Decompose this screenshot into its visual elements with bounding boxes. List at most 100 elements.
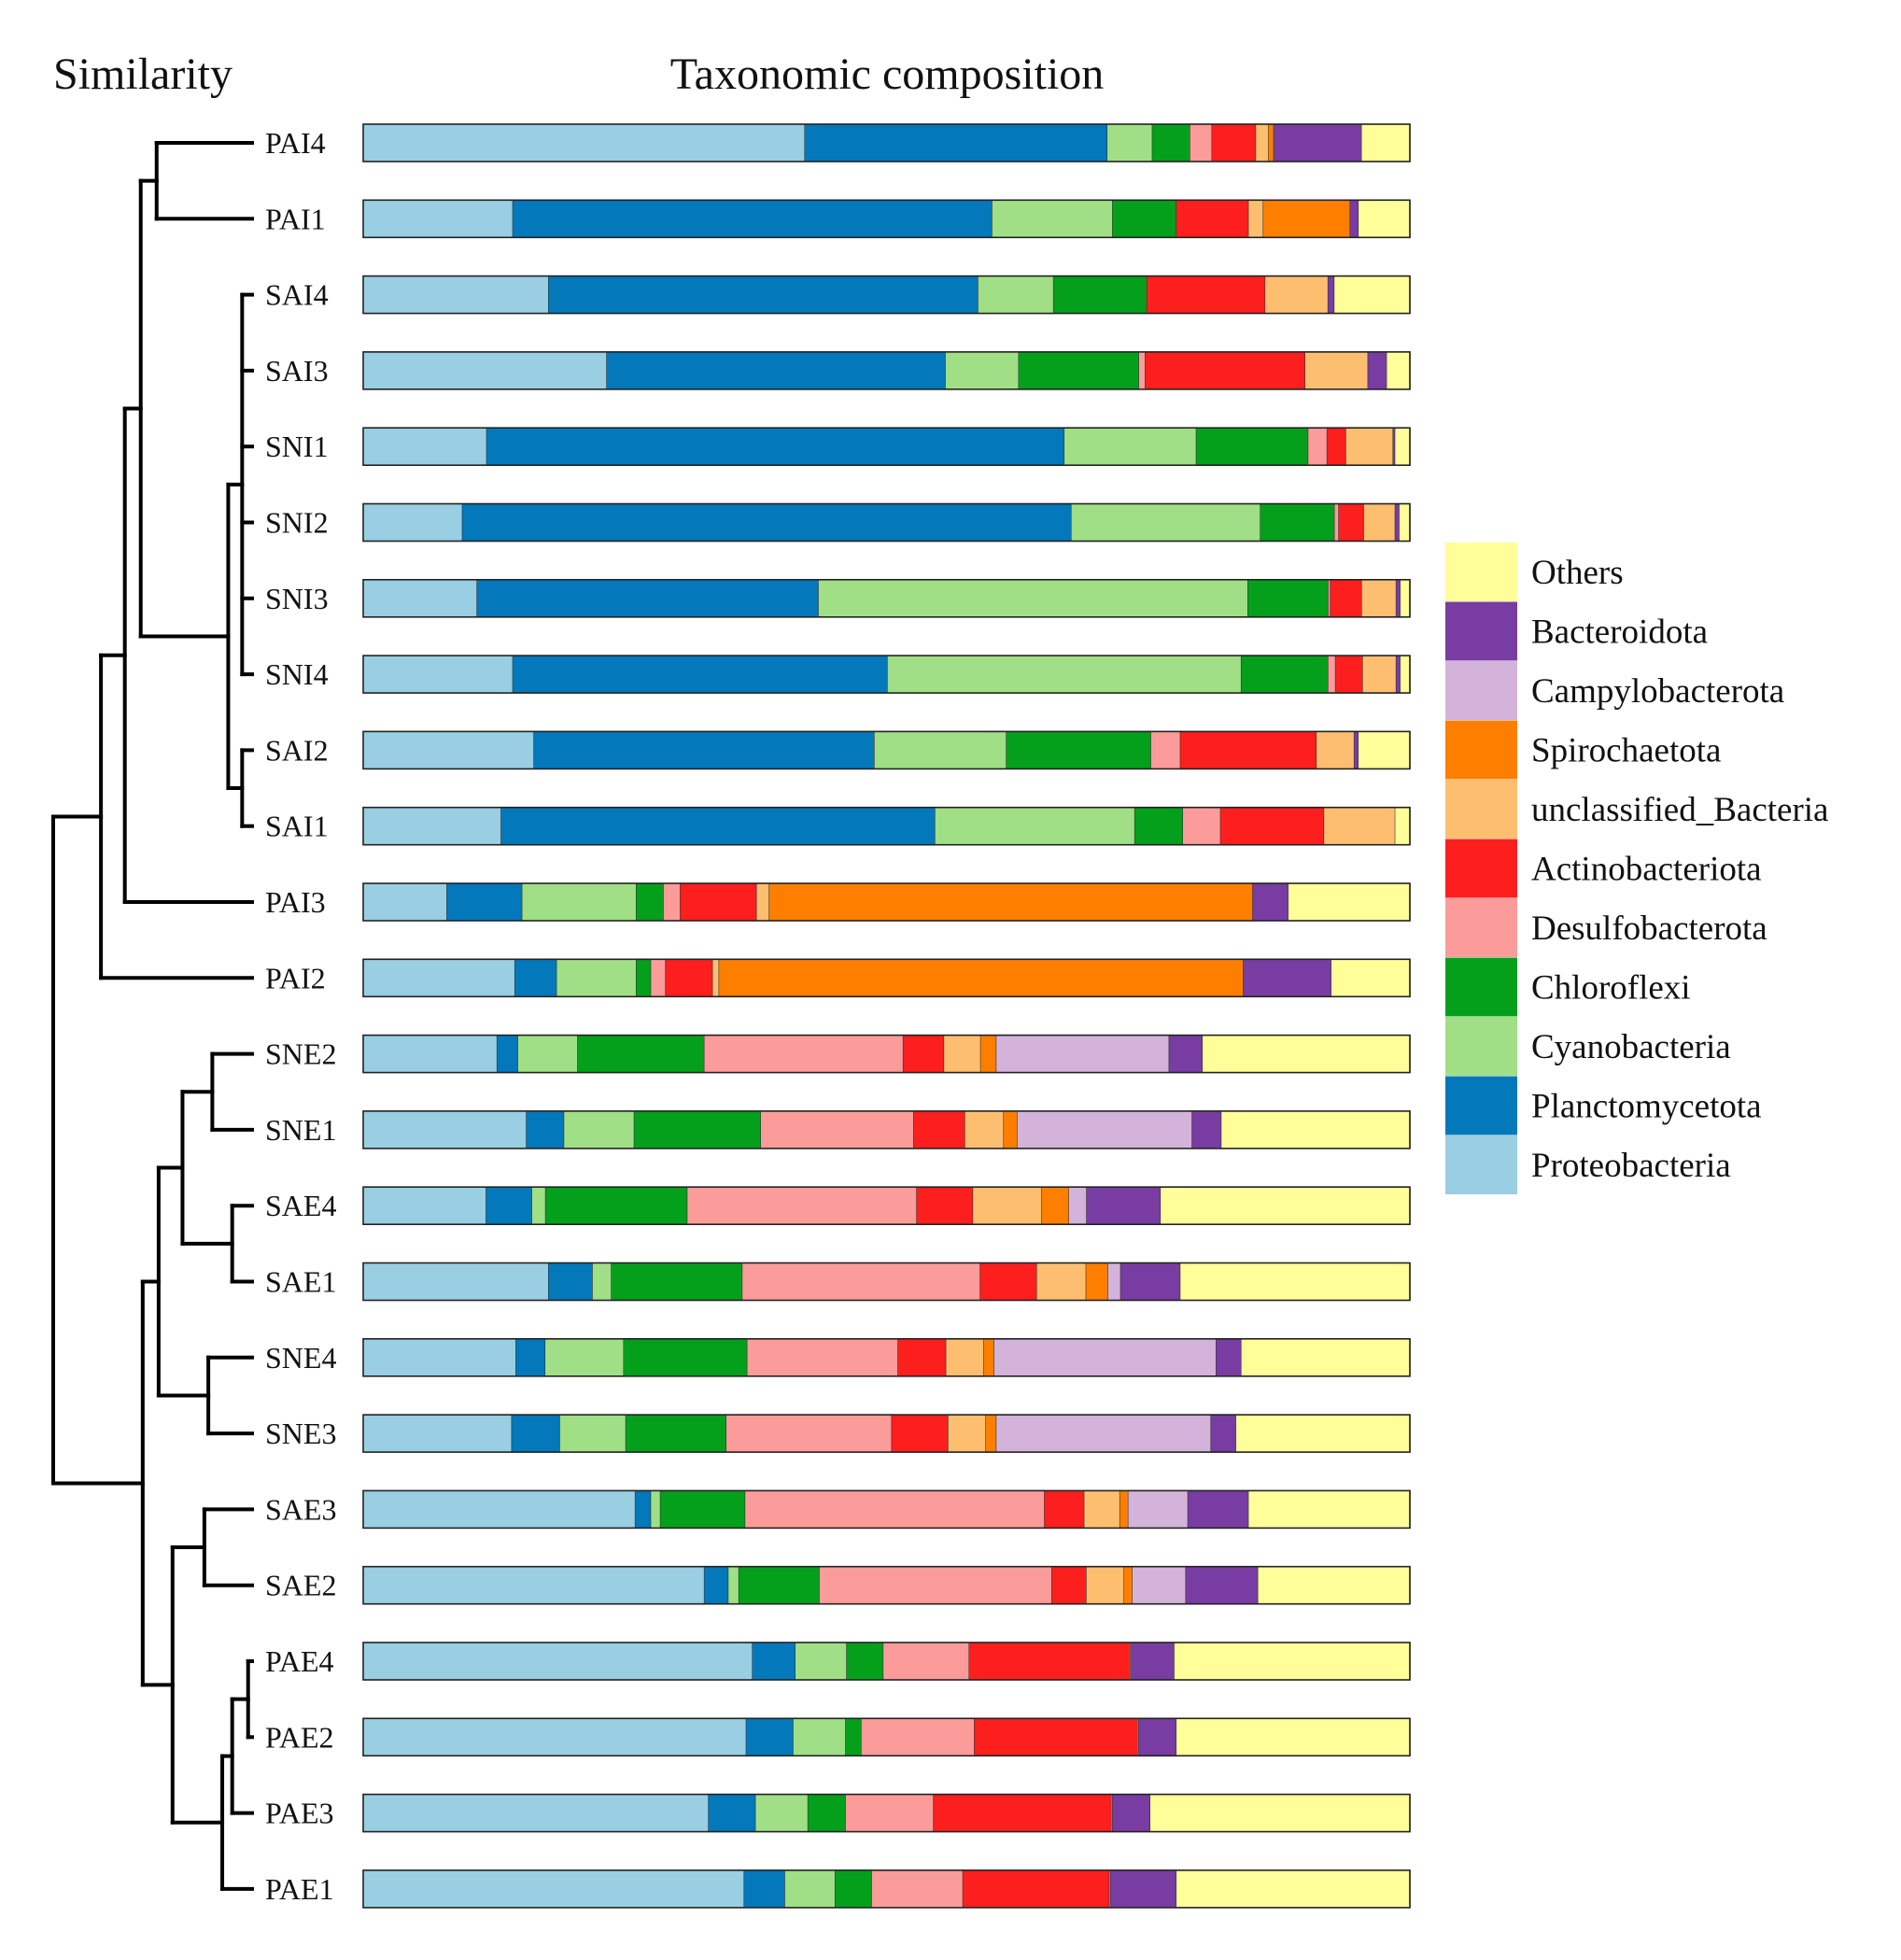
bar-segment-sni4-planctomycetota — [513, 656, 888, 694]
legend-swatch-spirochaetota — [1445, 720, 1517, 780]
bar-segment-sni2-cyanobacteria — [1071, 503, 1261, 542]
bar-segment-pai1-actinobacteriota — [1176, 200, 1249, 238]
bar-segment-sai3-bacteroidota — [1368, 351, 1387, 389]
bar-segment-pai2-bacteroidota — [1243, 959, 1331, 997]
bar-segment-pae1-proteobacteria — [363, 1869, 745, 1908]
bar-segment-sne3-chloroflexi — [626, 1415, 726, 1453]
legend-label-cyanobacteria: Cyanobacteria — [1531, 1028, 1731, 1066]
bar-segment-sni3-planctomycetota — [476, 579, 819, 617]
bar-segment-sae3-chloroflexi — [660, 1490, 746, 1529]
bar-segment-sni4-proteobacteria — [363, 656, 514, 694]
bar-segment-pai4-chloroflexi — [1152, 124, 1190, 162]
legend-label-actinobacteriota: Actinobacteriota — [1531, 851, 1762, 889]
bar-segment-pai2-planctomycetota — [514, 959, 557, 997]
sample-label-sni4: SNI4 — [265, 657, 329, 691]
bar-segment-sne2-proteobacteria — [363, 1035, 498, 1073]
bar-segment-sne1-bacteroidota — [1191, 1110, 1222, 1149]
legend-swatch-bacteroidota — [1445, 601, 1517, 661]
bar-segment-pae2-planctomycetota — [746, 1718, 794, 1756]
bar-segment-sai1-chloroflexi — [1134, 807, 1183, 845]
bar-segment-sae1-desulfobacterota — [742, 1262, 980, 1301]
bar-segment-pai2-spirochaetota — [719, 959, 1244, 997]
bar-segment-sai1-desulfobacterota — [1182, 807, 1221, 845]
bar-outline-sai1 — [362, 806, 1411, 846]
bar-segment-pae2-cyanobacteria — [793, 1718, 846, 1756]
sample-label-sni1: SNI1 — [265, 430, 329, 463]
bar-segment-sne4-bacteroidota — [1216, 1338, 1242, 1376]
bar-segment-sne4-cyanobacteria — [545, 1338, 625, 1376]
bar-segment-sni1-proteobacteria — [363, 428, 487, 466]
bar-segment-sne4-spirochaetota — [983, 1338, 994, 1376]
bar-outline-sne4 — [362, 1338, 1411, 1377]
bar-segment-sni4-others — [1400, 656, 1410, 694]
bar-segment-sne4-unclassified_bacteria — [946, 1338, 984, 1376]
bar-segment-sae2-desulfobacterota — [819, 1566, 1052, 1604]
bar-segment-sne4-desulfobacterota — [747, 1338, 898, 1376]
bar-outline-sae2 — [362, 1565, 1411, 1605]
bar-outline-pae2 — [362, 1717, 1411, 1757]
bar-segment-sai3-actinobacteriota — [1145, 351, 1306, 389]
bar-segment-pae3-proteobacteria — [363, 1794, 709, 1832]
bar-segment-sne4-campylobacterota — [993, 1338, 1217, 1376]
bar-segment-sne3-cyanobacteria — [559, 1415, 627, 1453]
bar-segment-sai4-unclassified_bacteria — [1265, 275, 1329, 314]
bar-segment-sai4-cyanobacteria — [978, 275, 1054, 314]
bar-segment-pai3-chloroflexi — [636, 883, 664, 921]
sample-label-sai1: SAI1 — [265, 810, 329, 843]
sample-label-sae1: SAE1 — [265, 1265, 336, 1299]
bar-segment-sai1-actinobacteriota — [1220, 807, 1325, 845]
bar-segment-sae4-proteobacteria — [363, 1187, 486, 1225]
legend-label-spirochaetota: Spirochaetota — [1531, 732, 1721, 770]
bar-segment-pai4-unclassified_bacteria — [1256, 124, 1269, 162]
bar-segment-sne2-actinobacteriota — [903, 1035, 945, 1073]
bar-segment-sae4-chloroflexi — [545, 1187, 688, 1225]
bar-segment-sae4-others — [1161, 1187, 1410, 1225]
bar-segment-sni1-chloroflexi — [1196, 428, 1309, 466]
bar-segment-sae2-cyanobacteria — [728, 1566, 739, 1604]
bar-segment-sne3-bacteroidota — [1211, 1415, 1236, 1453]
sample-label-sai4: SAI4 — [265, 278, 329, 312]
bar-segment-sae1-planctomycetota — [548, 1262, 593, 1301]
bar-outline-sne3 — [362, 1414, 1411, 1453]
bar-segment-sne3-proteobacteria — [363, 1415, 513, 1453]
bar-segment-pai4-actinobacteriota — [1212, 124, 1257, 162]
bar-segment-sai2-actinobacteriota — [1180, 731, 1317, 769]
bar-segment-sai2-desulfobacterota — [1150, 731, 1181, 769]
bar-segment-pai4-planctomycetota — [805, 124, 1108, 162]
bar-segment-sne1-proteobacteria — [363, 1110, 527, 1149]
bar-segment-pae3-actinobacteriota — [933, 1794, 1112, 1832]
legend: Others Bacteroidota Campylobacterota Spiroc… — [1445, 543, 1828, 1194]
bar-outline-sni1 — [362, 427, 1411, 467]
bar-segment-sai1-proteobacteria — [363, 807, 501, 845]
bar-segment-sni1-unclassified_bacteria — [1345, 428, 1394, 466]
bar-segment-sae4-unclassified_bacteria — [973, 1187, 1042, 1225]
bar-segment-sni3-actinobacteriota — [1330, 579, 1362, 617]
bar-segment-sae3-proteobacteria — [363, 1490, 636, 1529]
bar-segment-pae3-planctomycetota — [708, 1794, 756, 1832]
sample-label-pai3: PAI3 — [265, 885, 326, 919]
bar-segment-pae4-actinobacteriota — [969, 1643, 1131, 1680]
bar-segment-sai3-desulfobacterota — [1138, 351, 1146, 389]
bar-segment-sae2-unclassified_bacteria — [1086, 1566, 1124, 1604]
bar-segment-pai1-cyanobacteria — [992, 200, 1113, 238]
bar-segment-pai4-cyanobacteria — [1107, 124, 1153, 162]
bar-segment-sne4-planctomycetota — [515, 1338, 546, 1376]
bar-outline-sae3 — [362, 1489, 1411, 1530]
bar-segment-sai3-others — [1387, 351, 1410, 389]
bar-segment-sai4-chloroflexi — [1053, 275, 1148, 314]
bar-segment-sne3-campylobacterota — [996, 1415, 1212, 1453]
bar-segment-pae3-cyanobacteria — [755, 1794, 809, 1832]
bar-segment-pai4-desulfobacterota — [1190, 124, 1213, 162]
bar-segment-pai1-planctomycetota — [513, 200, 993, 238]
bar-outline-pai3 — [362, 882, 1411, 922]
bar-segment-sae3-unclassified_bacteria — [1084, 1490, 1120, 1529]
bar-segment-sne1-desulfobacterota — [760, 1110, 914, 1149]
bar-segment-sne2-spirochaetota — [980, 1035, 997, 1073]
bar-segment-sni1-actinobacteriota — [1327, 428, 1346, 466]
bar-segment-sae2-proteobacteria — [363, 1566, 705, 1604]
bar-segment-sai2-cyanobacteria — [874, 731, 1007, 769]
bar-segment-sne1-campylobacterota — [1017, 1110, 1192, 1149]
bar-segment-pae2-proteobacteria — [363, 1718, 747, 1756]
bar-segment-sni2-planctomycetota — [462, 503, 1072, 542]
bar-segment-sni4-bacteroidota — [1396, 656, 1401, 694]
